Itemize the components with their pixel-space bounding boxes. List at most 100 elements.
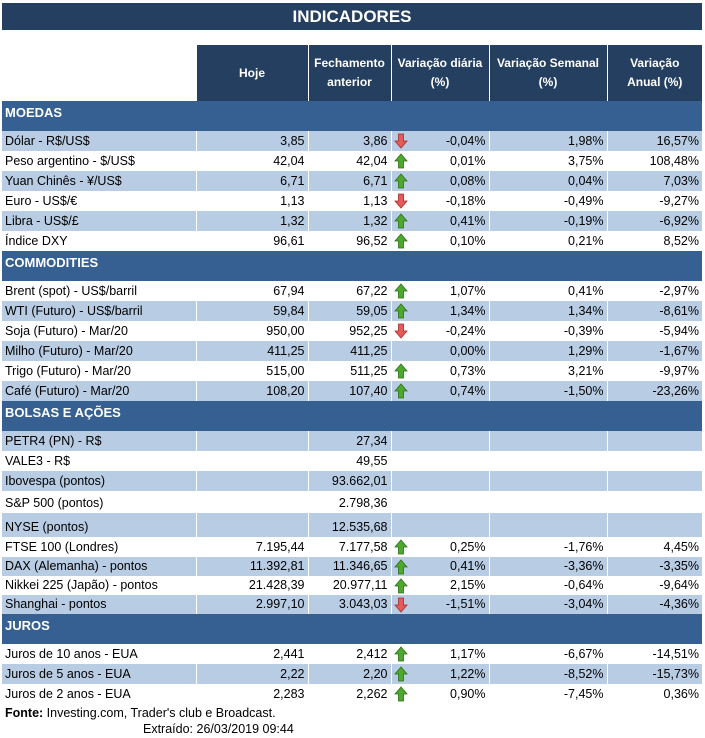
cell-fechamento: 59,05 [307,301,391,321]
arrow-down-icon [393,323,408,339]
cell-hoje: 2.997,10 [195,595,308,614]
cell-var-semanal [488,451,607,471]
cell-var-semanal: 1,29% [488,341,607,361]
table-row: Juros de 5 anos - EUA 2,22 2,20 1,22% -8… [2,664,702,684]
row-label: Trigo (Futuro) - Mar/20 [5,363,131,378]
cell-hoje: 96,61 [195,231,308,251]
row-label: Soja (Futuro) - Mar/20 [5,323,128,338]
cell-hoje: 950,00 [195,321,308,341]
cell-var-diaria [390,513,489,537]
cell-fechamento: 2,412 [307,644,391,664]
cell-fechamento: 20.977,11 [307,576,391,595]
cell-var-diaria: 0,74% [390,381,489,401]
row-label: DAX (Alemanha) - pontos [2,557,196,576]
arrow-up-icon [393,578,408,594]
row-label: Índice DXY [5,233,68,248]
cell-var-semanal: 3,21% [488,361,607,381]
var-diaria-value: 0,08% [450,173,486,188]
var-diaria-value: 0,90% [450,686,486,701]
cell-var-anual: -1,67% [606,341,702,361]
var-diaria-value: 0,41% [450,559,486,573]
cell-var-semanal: -0,64% [488,576,607,595]
cell-hoje: 42,04 [195,151,308,171]
row-label: PETR4 (PN) - R$ [2,431,196,451]
section-title: MOEDAS [2,101,702,131]
cell-var-diaria: 1,07% [390,281,489,301]
header-var-anual: Variação Anual (%) [606,45,702,101]
cell-var-anual: -23,26% [606,381,702,401]
arrow-up-icon [393,539,408,555]
arrow-down-icon [393,597,408,613]
section-title: BOLSAS E AÇÕES [2,401,702,431]
table-row: Juros de 2 anos - EUA 2,283 2,262 0,90% … [2,684,702,704]
cell-var-diaria: 0,00% [390,341,489,361]
cell-hoje: 411,25 [195,341,308,361]
cell-fechamento: 42,04 [307,151,391,171]
cell-var-diaria [390,431,489,451]
table-row: Dólar - R$/US$ 3,85 3,86 -0,04% 1,98% 16… [2,131,702,151]
page-title: INDICADORES [2,3,702,30]
cell-var-anual: 4,45% [606,537,702,557]
section-title: JUROS [2,614,702,644]
arrow-up-icon [393,646,408,662]
cell-var-diaria [390,471,489,491]
cell-var-anual: -4,36% [606,595,702,614]
arrow-up-icon [393,153,408,169]
cell-var-diaria: 0,90% [390,684,489,704]
table-row: NYSE (pontos) 12.535,68 [2,513,702,537]
arrow-up-icon [393,233,408,249]
cell-var-semanal: -0,39% [488,321,607,341]
table-row: Juros de 10 anos - EUA 2,441 2,412 1,17%… [2,644,702,664]
var-diaria-value: 0,74% [450,383,486,398]
arrow-up-icon [393,213,408,229]
cell-var-semanal: 0,41% [488,281,607,301]
row-label: Yuan Chinês - ¥/US$ [2,171,196,191]
cell-hoje: 21.428,39 [195,576,308,595]
table-row: Café (Futuro) - Mar/20 108,20 107,40 0,7… [2,381,702,401]
cell-fechamento: 107,40 [307,381,391,401]
var-diaria-value: 0,41% [450,213,486,228]
cell-fechamento: 67,22 [307,281,391,301]
cell-var-anual: -8,61% [606,301,702,321]
cell-var-semanal [488,471,607,491]
cell-var-semanal: -3,36% [488,557,607,576]
cell-var-diaria: 0,41% [390,557,489,576]
table-row: Trigo (Futuro) - Mar/20 515,00 511,25 0,… [2,361,702,381]
source-text: Investing.com, Trader's club e Broadcast… [43,706,276,720]
cell-hoje: 6,71 [195,171,308,191]
cell-hoje: 1,13 [195,191,308,211]
cell-var-semanal: -6,67% [488,644,607,664]
var-diaria-value: 1,17% [450,646,486,661]
cell-hoje: 2,441 [195,644,308,664]
arrow-up-icon [393,363,408,379]
cell-hoje: 3,85 [195,131,308,151]
cell-var-anual: 108,48% [606,151,702,171]
row-label: Milho (Futuro) - Mar/20 [2,341,196,361]
table-row: Yuan Chinês - ¥/US$ 6,71 6,71 0,08% 0,04… [2,171,702,191]
cell-var-anual: -14,51% [606,644,702,664]
cell-fechamento: 3.043,03 [307,595,391,614]
table-row: FTSE 100 (Londres) 7.195,44 7.177,58 0,2… [2,537,702,557]
var-diaria-value: -1,51% [445,597,486,611]
cell-var-diaria: 2,15% [390,576,489,595]
arrow-up-icon [393,559,408,575]
row-label: S&P 500 (pontos) [5,496,104,510]
cell-var-diaria: 0,01% [390,151,489,171]
cell-var-anual: -5,94% [606,321,702,341]
cell-fechamento: 7.177,58 [307,537,391,557]
cell-var-diaria: 0,73% [390,361,489,381]
cell-hoje [195,431,308,451]
cell-var-semanal: 0,04% [488,171,607,191]
var-diaria-value: 1,22% [450,666,486,681]
cell-var-semanal: -0,19% [488,211,607,231]
cell-fechamento: 511,25 [307,361,391,381]
cell-hoje: 515,00 [195,361,308,381]
section-header: MOEDAS [2,101,702,131]
cell-var-semanal [488,431,607,451]
cell-var-anual: 0,36% [606,684,702,704]
row-label: Ibovespa (pontos) [2,471,196,491]
table-row: Peso argentino - $/US$ 42,04 42,04 0,01%… [2,151,702,171]
cell-var-diaria [390,451,489,471]
cell-hoje [195,471,308,491]
row-label: Nikkei 225 (Japão) - pontos [5,578,158,592]
